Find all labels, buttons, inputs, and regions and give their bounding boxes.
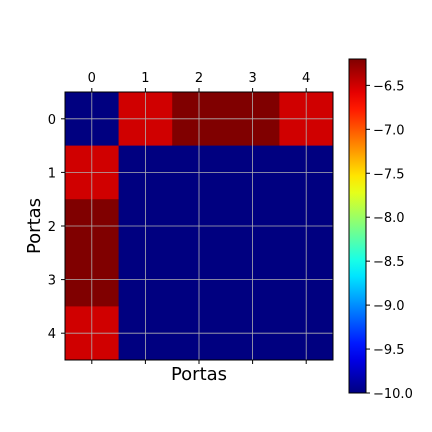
y-tick-label: 0 [48,113,56,128]
x-tick-label: 2 [195,71,203,86]
colorbar [348,58,367,394]
colorbar-tick-label: −8.0 [373,211,405,226]
x-tick-label: 3 [248,71,256,86]
y-tick-label: 3 [48,274,56,289]
x-axis-ticks: 0 1 2 3 4 [88,71,310,364]
x-tick-label: 0 [88,71,96,86]
y-axis-label: Portas [24,198,45,254]
grid-lines [65,92,333,360]
y-tick-label: 2 [48,220,56,235]
y-axis-ticks: 0 1 2 3 4 [48,113,65,342]
y-tick-label: 4 [48,327,56,342]
colorbar-tick-label: −10.0 [373,387,413,402]
x-axis-label: Portas [171,364,227,385]
colorbar-tick-label: −7.5 [373,167,405,182]
y-tick-label: 1 [48,166,56,181]
x-tick-label: 4 [302,71,310,86]
x-tick-label: 1 [141,71,149,86]
colorbar-ticks: −10.0 −9.5 −9.0 −8.5 −8.0 −7.5 −7.0 −6.5 [366,79,413,402]
colorbar-tick-label: −8.5 [373,255,405,270]
colorbar-tick-label: −9.5 [373,343,405,358]
colorbar-tick-label: −9.0 [373,299,405,314]
colorbar-tick-label: −7.0 [373,123,405,138]
colorbar-tick-label: −6.5 [373,79,405,94]
